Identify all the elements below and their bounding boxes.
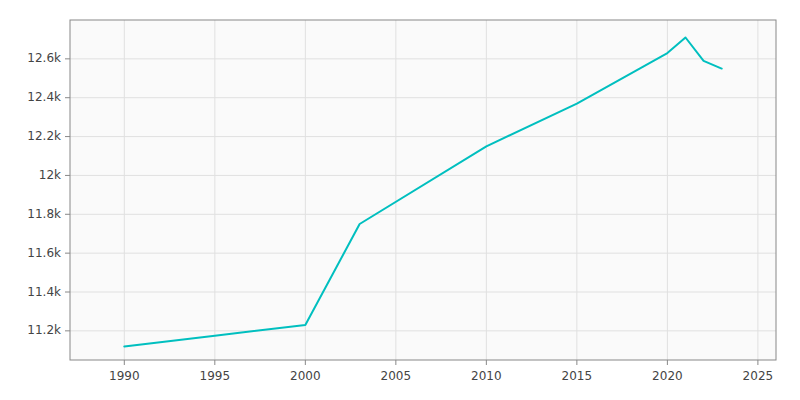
x-tick-label: 1995 (200, 369, 231, 383)
x-tick (124, 360, 125, 365)
y-tick (65, 292, 70, 293)
x-tick-label: 2005 (381, 369, 412, 383)
y-grid-line (70, 214, 776, 215)
x-grid-line (576, 20, 577, 360)
x-grid-line (486, 20, 487, 360)
x-tick (667, 360, 668, 365)
plot-background (70, 20, 776, 360)
x-grid-line (305, 20, 306, 360)
x-tick (305, 360, 306, 365)
x-grid-line (124, 20, 125, 360)
grid (70, 20, 776, 360)
chart-svg: 11.2k 11.4k 11.6k 11.8k 12k 12.2k 12.4k 12.6k 19… (0, 0, 800, 400)
y-grid-line (70, 253, 776, 254)
y-tick (65, 214, 70, 215)
x-tick (576, 360, 577, 365)
y-tick (65, 136, 70, 137)
data-group (124, 37, 721, 346)
y-grid-line (70, 136, 776, 137)
x-grid-line (214, 20, 215, 360)
plot-frame (70, 20, 776, 360)
y-tick-label: 12.2k (27, 129, 61, 143)
y-grid-line (70, 97, 776, 98)
x-tick (486, 360, 487, 365)
y-tick-label: 11.4k (27, 285, 61, 299)
y-tick-label: 11.2k (27, 323, 61, 337)
population-line (124, 37, 721, 346)
page: {"chart_data": {"type": "line", "x": [19… (0, 0, 800, 400)
y-tick-label: 12.6k (27, 51, 61, 65)
x-grid-line (757, 20, 758, 360)
x-tick-label: 2010 (471, 369, 502, 383)
y-tick (65, 97, 70, 98)
y-grid-line (70, 58, 776, 59)
x-tick (757, 360, 758, 365)
x-tick (395, 360, 396, 365)
y-grid-line (70, 330, 776, 331)
x-tick (214, 360, 215, 365)
x-grid-line (667, 20, 668, 360)
y-tick-label: 11.8k (27, 207, 61, 221)
y-tick (65, 58, 70, 59)
x-tick-label: 2015 (562, 369, 593, 383)
y-tick-label: 12.4k (27, 90, 61, 104)
y-tick (65, 253, 70, 254)
y-grid-line (70, 292, 776, 293)
y-tick (65, 330, 70, 331)
y-tick (65, 175, 70, 176)
y-tick-label: 11.6k (27, 246, 61, 260)
x-grid-line (395, 20, 396, 360)
x-tick-label: 2000 (290, 369, 321, 383)
x-tick-label: 2025 (743, 369, 774, 383)
y-tick-label: 12k (39, 168, 61, 182)
axes: 11.2k 11.4k 11.6k 11.8k 12k 12.2k 12.4k 12.6k 19… (27, 51, 773, 383)
x-tick-label: 2020 (652, 369, 683, 383)
y-grid-line (70, 175, 776, 176)
x-tick-label: 1990 (109, 369, 140, 383)
chart-container: 11.2k 11.4k 11.6k 11.8k 12k 12.2k 12.4k 12.6k 19… (0, 0, 800, 400)
